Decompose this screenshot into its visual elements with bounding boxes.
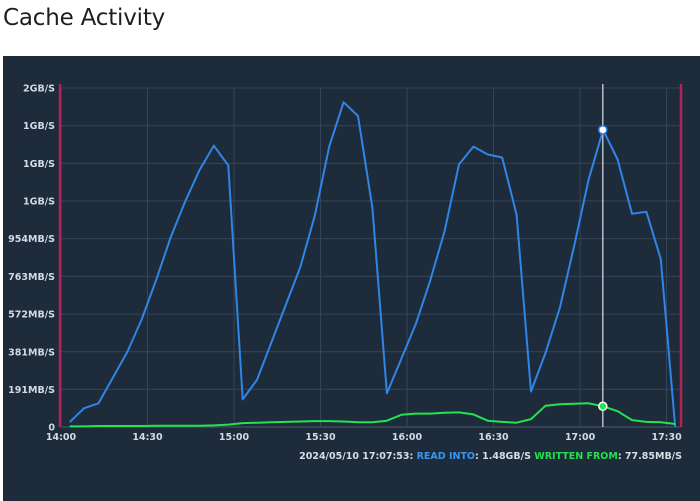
cache-activity-chart[interactable]: 0 191MB/S 381MB/S 572MB/S 763MB/S 954MB/S 1GB/… <box>3 56 700 501</box>
x-tick-label: 15:30 <box>305 432 336 443</box>
y-tick-label: 763MB/S <box>8 272 55 283</box>
y-tick-label: 381MB/S <box>8 347 55 358</box>
readout-written-value: : 77.85MB/S <box>617 451 682 462</box>
y-tick-label: 0 <box>48 423 55 434</box>
hover-readout: 2024/05/10 17:07:53: READ INTO: 1.48GB/S… <box>299 451 682 462</box>
y-tick-label: 1GB/S <box>23 121 55 132</box>
y-tick-label: 572MB/S <box>8 310 55 321</box>
x-tick-label: 14:00 <box>46 432 77 443</box>
y-tick-label: 191MB/S <box>8 385 55 396</box>
cache-activity-chart-panel[interactable]: 0 191MB/S 381MB/S 572MB/S 763MB/S 954MB/S 1GB/… <box>3 56 700 501</box>
read-into-series-line <box>69 101 677 428</box>
x-tick-label: 15:00 <box>219 432 250 443</box>
readout-read-value: : 1.48GB/S <box>475 451 531 462</box>
read-into-hover-point <box>598 125 608 135</box>
y-tick-label: 2GB/S <box>23 84 55 95</box>
written-from-series-line <box>69 402 676 428</box>
written-from-hover-point <box>598 401 608 412</box>
x-tick-label: 17:00 <box>565 432 596 443</box>
readout-timestamp: 2024/05/10 17:07:53: <box>299 451 414 462</box>
x-tick-label: 17:30 <box>651 432 682 443</box>
x-tick-label: 16:00 <box>392 432 423 443</box>
y-tick-label: 954MB/S <box>8 234 55 245</box>
readout-read-label: READ INTO <box>416 451 476 462</box>
readout-written-label: WRITTEN FROM <box>534 451 618 462</box>
page-title: Cache Activity <box>3 5 166 31</box>
y-tick-label: 1GB/S <box>23 159 55 170</box>
y-tick-label: 1GB/S <box>23 196 55 207</box>
x-tick-label: 16:30 <box>478 432 509 443</box>
x-tick-label: 14:30 <box>132 432 163 443</box>
